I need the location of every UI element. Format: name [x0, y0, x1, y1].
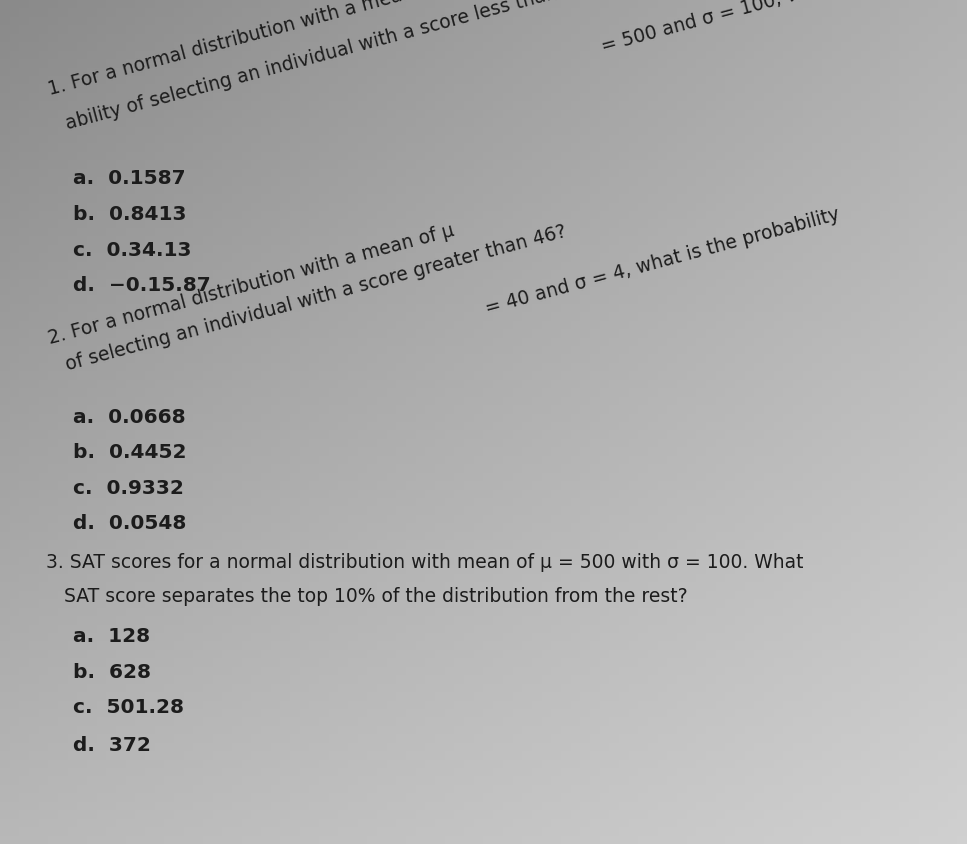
Text: 2. For a normal distribution with a mean of μ: 2. For a normal distribution with a mean… [46, 220, 456, 348]
Text: d.  −0.15.87: d. −0.15.87 [73, 276, 210, 295]
Text: = 500 and σ = 100, what is the prob-: = 500 and σ = 100, what is the prob- [600, 0, 944, 57]
Text: b.  0.4452: b. 0.4452 [73, 443, 186, 463]
Text: d.  372: d. 372 [73, 736, 151, 755]
Text: a.  0.0668: a. 0.0668 [73, 408, 185, 427]
Text: a.  0.1587: a. 0.1587 [73, 169, 185, 188]
Text: c.  0.34.13: c. 0.34.13 [73, 241, 191, 260]
Text: of selecting an individual with a score greater than 46?: of selecting an individual with a score … [46, 222, 569, 379]
Text: d.  0.0548: d. 0.0548 [73, 514, 186, 533]
Text: c.  501.28: c. 501.28 [73, 698, 184, 717]
Text: c.  0.9332: c. 0.9332 [73, 479, 184, 498]
Text: b.  628: b. 628 [73, 663, 151, 682]
Text: SAT score separates the top 10% of the distribution from the rest?: SAT score separates the top 10% of the d… [46, 587, 689, 606]
Text: b.  0.8413: b. 0.8413 [73, 205, 186, 225]
Text: ability of selecting an individual with a score less than 400?: ability of selecting an individual with … [46, 0, 610, 138]
Text: a.  128: a. 128 [73, 627, 150, 647]
Text: 3. SAT scores for a normal distribution with mean of μ = 500 with σ = 100. What: 3. SAT scores for a normal distribution … [46, 553, 804, 572]
Text: 1. For a normal distribution with a mean of μ: 1. For a normal distribution with a mean… [46, 0, 456, 99]
Text: = 40 and σ = 4, what is the probability: = 40 and σ = 4, what is the probability [484, 205, 842, 318]
